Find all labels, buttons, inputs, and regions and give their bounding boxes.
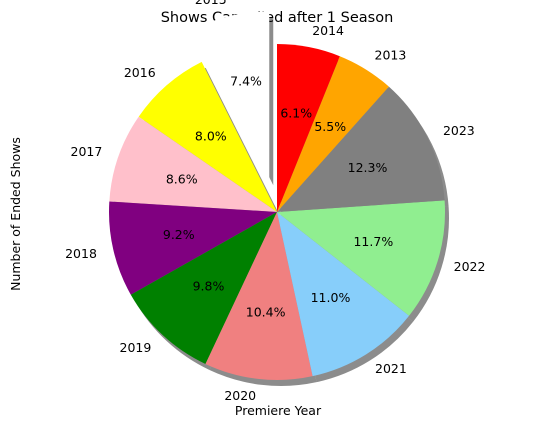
slice-label-2017: 2017 bbox=[71, 144, 103, 159]
percent-label-2022: 11.7% bbox=[353, 234, 393, 249]
percent-label-2014: 6.1% bbox=[280, 106, 312, 121]
slice-label-2023: 2023 bbox=[443, 123, 475, 138]
percent-label-2016: 8.0% bbox=[195, 128, 227, 143]
percent-labels: 7.4% 8.0% 8.6% 9.2% 9.8% 10.4% 11.0% 11.7% 12.3%… bbox=[163, 74, 393, 320]
slice-2021 bbox=[277, 212, 410, 377]
slice-label-2022: 2022 bbox=[454, 259, 486, 274]
percent-label-2021: 11.0% bbox=[311, 290, 351, 305]
slice-labels: 2015 2016 2017 2018 2019 2020 2021 2022 2023 2013… bbox=[65, 0, 485, 403]
slice-2014 bbox=[277, 44, 340, 212]
percent-label-2013: 5.5% bbox=[314, 119, 346, 134]
x-axis-label: Premiere Year bbox=[235, 403, 322, 418]
chart-title: Shows Cancelled after 1 Season bbox=[161, 10, 394, 26]
slice-2023 bbox=[277, 86, 445, 212]
percent-label-2023: 12.3% bbox=[348, 160, 388, 175]
percent-label-2015: 7.4% bbox=[230, 74, 262, 89]
slice-2019 bbox=[130, 212, 277, 365]
slice-2015 bbox=[193, 11, 270, 180]
pie-slices bbox=[109, 11, 446, 380]
slice-label-2018: 2018 bbox=[65, 246, 97, 261]
slice-label-2014: 2014 bbox=[312, 23, 344, 38]
y-axis-label: Number of Ended Shows bbox=[8, 137, 23, 291]
slice-2013 bbox=[277, 56, 389, 213]
slice-2016 bbox=[138, 61, 277, 212]
slice-label-2021: 2021 bbox=[375, 361, 407, 376]
slice-2020 bbox=[205, 212, 313, 380]
slice-label-2015: 2015 bbox=[195, 0, 227, 7]
slice-label-2013: 2013 bbox=[375, 48, 407, 63]
slice-label-2019: 2019 bbox=[120, 340, 152, 355]
slice-label-2016: 2016 bbox=[124, 65, 156, 80]
percent-label-2019: 9.8% bbox=[193, 278, 225, 293]
slice-2018 bbox=[109, 201, 277, 295]
slice-label-2020: 2020 bbox=[224, 388, 256, 403]
percent-label-2017: 8.6% bbox=[166, 172, 198, 187]
slice-2022 bbox=[277, 200, 446, 316]
slice-2017 bbox=[109, 116, 277, 212]
percent-label-2020: 10.4% bbox=[246, 305, 286, 320]
percent-label-2018: 9.2% bbox=[163, 227, 195, 242]
